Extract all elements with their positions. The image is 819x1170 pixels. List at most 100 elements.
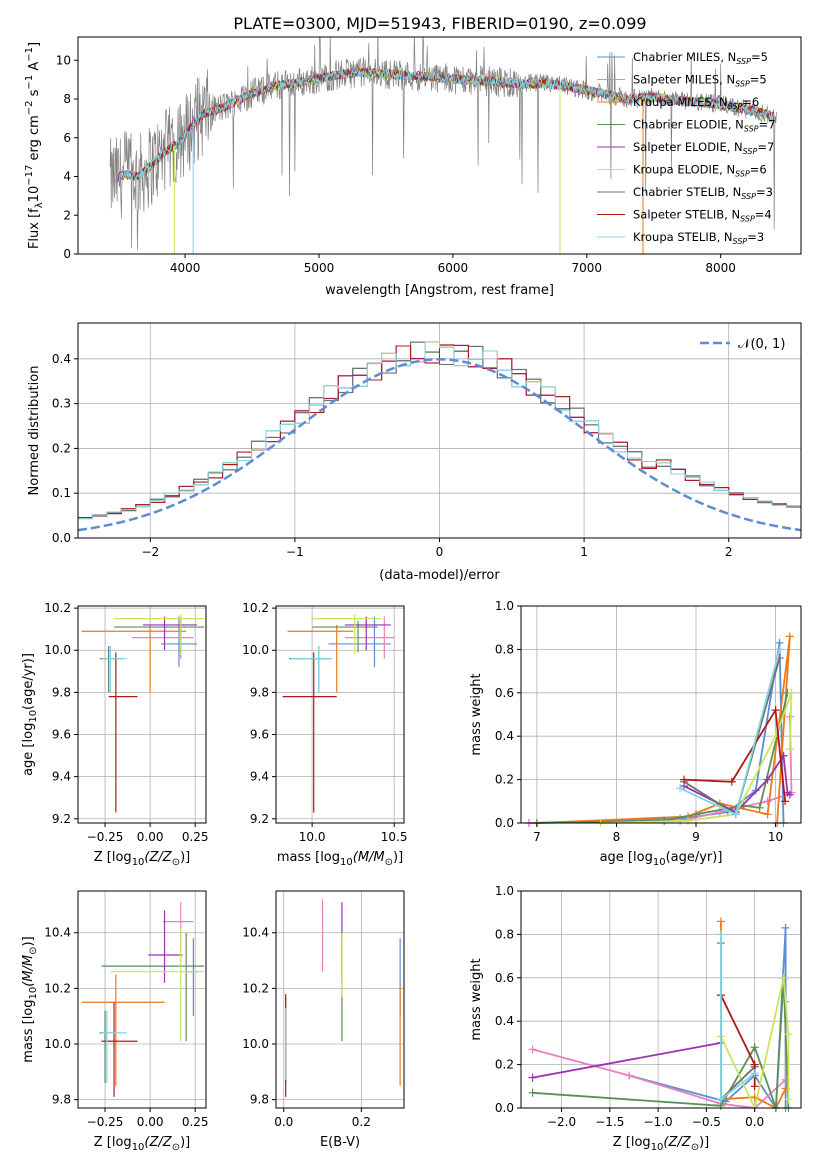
- errorbar-point: [114, 614, 205, 655]
- axes-frame: [520, 605, 802, 824]
- weight-marker: [781, 923, 790, 932]
- axes-frame: [275, 605, 405, 824]
- y-tick-label: 6: [63, 131, 71, 145]
- y-tick-label: 0.2: [495, 773, 514, 787]
- weight-marker: [680, 775, 689, 784]
- x-tick-label: 10: [768, 830, 783, 844]
- weight-line-chabrier-elodie: [532, 977, 790, 1109]
- weight-marker: [750, 1060, 759, 1069]
- legend-entry: Chabrier MILES, NSSP=5: [633, 50, 768, 66]
- y-tick-label: 0.4: [495, 1014, 514, 1028]
- legend: Chabrier MILES, NSSP=5 Salpeter MILES, NS…: [597, 50, 775, 246]
- x-tick-label: 9: [692, 830, 700, 844]
- y-tick-label: 10.2: [242, 601, 269, 615]
- y-tick-label: 2: [63, 208, 71, 222]
- legend-entry: Salpeter MILES, NSSP=5: [633, 73, 767, 89]
- spectrum-lines: [109, 37, 778, 254]
- age-vs-metallicity-panel: −0.25 0.00 0.25 9.2 9.4 9.6 9.8 10.0 10.2 Z [log1…: [21, 601, 209, 868]
- errorbar-point: [108, 652, 138, 813]
- y-tick-label: 10.4: [242, 926, 269, 940]
- y-tick-label: 0.3: [52, 397, 71, 411]
- errorbar-point: [101, 646, 127, 693]
- weight-marker: [779, 973, 788, 982]
- y-tick-label: 10.0: [242, 643, 269, 657]
- axes-frame: [77, 36, 802, 255]
- x-tick-label: 0.2: [352, 1115, 371, 1129]
- errorbar-point: [81, 974, 165, 1086]
- errorbar-point: [312, 614, 382, 655]
- y-tick-label: 9.6: [250, 728, 269, 742]
- y-tick-label: 9.8: [52, 685, 71, 699]
- weight-marker: [763, 775, 772, 784]
- y-tick-label: 0.8: [495, 642, 514, 656]
- weight-marker: [716, 1095, 725, 1104]
- weight-marker: [771, 706, 780, 715]
- weight-marker: [692, 810, 700, 819]
- y-tick-label: 0.2: [495, 1058, 514, 1072]
- weight-marker: [750, 1069, 759, 1078]
- x-tick-label: −1: [286, 545, 304, 559]
- weight-marker: [751, 786, 760, 795]
- y-tick-label: 10.2: [44, 601, 71, 615]
- weight-marker: [676, 784, 685, 793]
- errorbar-point: [81, 624, 187, 693]
- legend-entry: Kroupa MILES, NSSP=6: [633, 95, 759, 111]
- x-axis-label: (data-model)/error: [379, 568, 500, 583]
- axes-frame: [275, 890, 405, 1109]
- residual-histogram-panel: −2 −1 0 1 2 0.0 0.1 0.2 0.3 0.4 (data-model)/error…: [27, 322, 802, 583]
- y-tick-label: 9.4: [52, 770, 71, 784]
- weight-marker: [528, 1045, 537, 1054]
- x-tick-label: 0.25: [182, 1115, 209, 1129]
- x-tick-label: 4000: [170, 261, 201, 275]
- weight-marker: [787, 688, 796, 697]
- x-axis-label: mass [log10(M/M⊙)]: [277, 850, 403, 868]
- y-tick-label: 10.2: [242, 981, 269, 995]
- errorbar-point: [290, 646, 332, 693]
- weight-line-chabrier-miles: [628, 927, 787, 1111]
- legend-entry: 𝒩(0, 1): [738, 337, 785, 352]
- weight-marker: [716, 917, 725, 926]
- gaussian-curve: [78, 358, 801, 532]
- y-tick-label: 9.8: [250, 1093, 269, 1107]
- y-tick-label: 9.8: [250, 685, 269, 699]
- weight-vs-age-panel: 7 8 9 10 0.0 0.2 0.4 0.6 0.8 1.0 age [log10(age/yr…: [469, 599, 802, 868]
- y-tick-label: 0: [63, 247, 71, 261]
- weight-lines: [528, 917, 793, 1112]
- x-tick-label: 0.00: [137, 1115, 164, 1129]
- x-tick-label: 7000: [572, 261, 603, 275]
- y-tick-label: 9.2: [250, 812, 269, 826]
- x-tick-label: 0.0: [745, 1115, 764, 1129]
- weight-marker: [763, 810, 772, 819]
- x-axis-label: Z [log10(Z/Z⊙)]: [94, 1135, 190, 1153]
- y-axis-label: Flux [fλ10−17 erg cm−2 s−1 A−1]: [24, 42, 45, 249]
- weight-marker: [528, 1073, 537, 1082]
- x-tick-label: 0: [436, 545, 444, 559]
- y-tick-label: 0.4: [52, 352, 71, 366]
- age-vs-mass-panel: 10.0 10.5 9.2 9.4 9.6 9.8 10.0 10.2 mass [log10(…: [242, 601, 407, 868]
- x-tick-label: −0.5: [692, 1115, 721, 1129]
- y-tick-label: 9.4: [250, 770, 269, 784]
- errorbar-point: [344, 616, 391, 651]
- x-tick-label: −1.0: [644, 1115, 673, 1129]
- weight-marker: [755, 803, 764, 812]
- y-axis-label: mass [log10(M/M⊙)]: [21, 936, 39, 1062]
- x-tick-label: 1: [580, 545, 588, 559]
- weight-vs-metallicity-panel: −2.0 −1.5 −1.0 −0.5 0.0 0.0 0.2 0.4 0.6 0.8 1.0 Z […: [469, 884, 802, 1153]
- y-axis-label: Normed distribution: [27, 366, 42, 496]
- legend-entry: Salpeter STELIB, NSSP=4: [633, 208, 772, 224]
- weight-marker: [731, 810, 740, 819]
- weight-marker: [785, 745, 794, 754]
- legend-entry: Kroupa STELIB, NSSP=3: [633, 230, 764, 246]
- x-tick-label: 10.0: [299, 830, 326, 844]
- x-tick-label: 0.0: [274, 1115, 293, 1129]
- y-tick-label: 10.0: [44, 643, 71, 657]
- x-tick-label: 5000: [304, 261, 335, 275]
- y-tick-label: 9.6: [52, 728, 71, 742]
- y-tick-label: 10.0: [242, 1037, 269, 1051]
- weight-marker: [781, 797, 790, 806]
- weight-marker: [763, 797, 772, 806]
- x-tick-label: −0.25: [87, 830, 124, 844]
- x-tick-label: −2.0: [547, 1115, 576, 1129]
- x-axis-label: Z [log10(Z/Z⊙)]: [94, 850, 190, 868]
- weight-marker: [716, 930, 725, 939]
